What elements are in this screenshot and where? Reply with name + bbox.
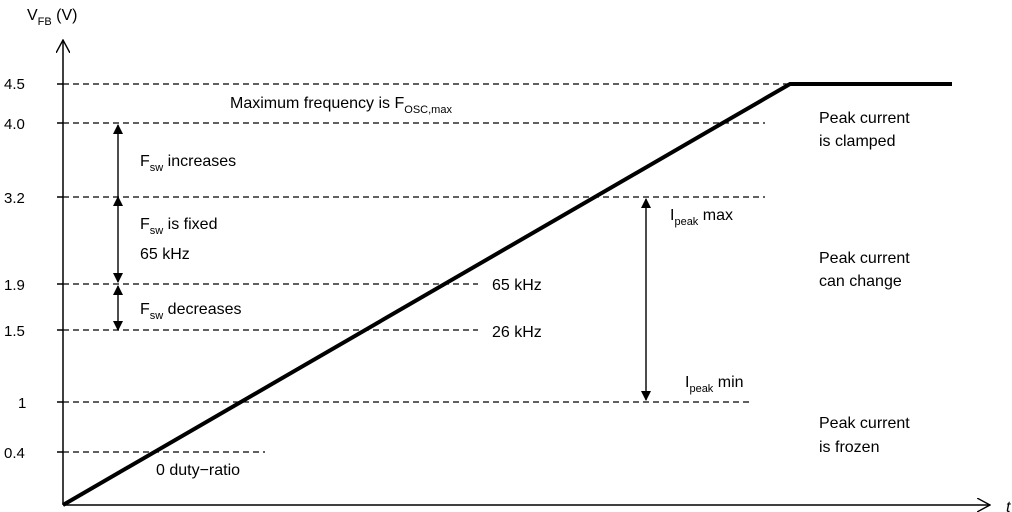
tick-label-4.5: 4.5 bbox=[4, 76, 25, 93]
fsw-decreases-label: Fsw decreases bbox=[140, 301, 242, 322]
ipeak-min-label: Ipeak min bbox=[685, 374, 744, 395]
tick-label-1: 1 bbox=[18, 395, 26, 412]
fsw-fixed-label: Fsw is fixed bbox=[140, 216, 217, 237]
region-change-line2: can change bbox=[819, 273, 902, 290]
zero-duty-label: 0 duty−ratio bbox=[156, 462, 240, 479]
region-clamped-line1: Peak current bbox=[819, 110, 910, 127]
tick-label-1.5: 1.5 bbox=[4, 323, 25, 340]
tick-label-4.0: 4.0 bbox=[4, 116, 25, 133]
fsw-fixed-value: 65 kHz bbox=[140, 246, 190, 263]
x-axis-label: t bbox=[1006, 499, 1011, 512]
region-frozen-line1: Peak current bbox=[819, 415, 910, 432]
region-clamped-line2: is clamped bbox=[819, 133, 895, 150]
tick-label-0.4: 0.4 bbox=[4, 445, 25, 462]
freq-65-label: 65 kHz bbox=[492, 277, 542, 294]
tick-label-1.9: 1.9 bbox=[4, 277, 25, 294]
freq-26-label: 26 kHz bbox=[492, 324, 542, 341]
fsw-increases-label: Fsw increases bbox=[140, 153, 236, 174]
y-axis-label: VFB (V) bbox=[27, 7, 78, 28]
region-change-line1: Peak current bbox=[819, 250, 910, 267]
tick-label-3.2: 3.2 bbox=[4, 190, 25, 207]
y-ticks: 4.5 4.0 3.2 1.9 1.5 1 0.4 bbox=[4, 76, 63, 462]
max-frequency-label: Maximum frequency is FOSC,max bbox=[230, 95, 452, 116]
ipeak-max-label: Ipeak max bbox=[670, 207, 733, 228]
vfb-trace bbox=[61, 82, 952, 507]
threshold-lines bbox=[63, 83, 790, 453]
region-frozen-line2: is frozen bbox=[819, 439, 879, 456]
